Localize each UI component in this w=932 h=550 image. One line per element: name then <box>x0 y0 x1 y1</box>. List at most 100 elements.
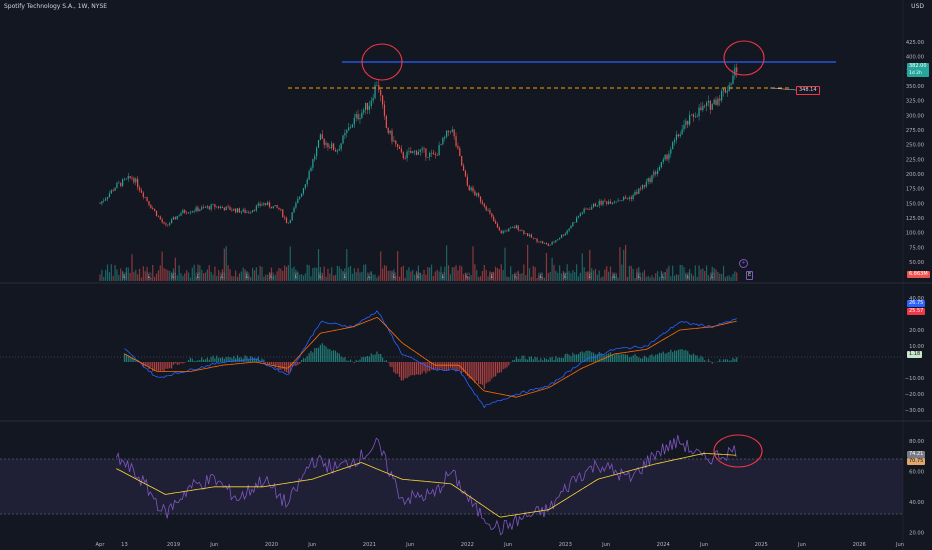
volume-bar <box>184 273 186 281</box>
candle-body <box>129 176 131 178</box>
macd-y-axis[interactable]: 40.00 20.00 10.00 −10.00 −20.00 −30.00 <box>905 296 924 414</box>
macd-histogram-bar <box>300 359 303 362</box>
volume-bar <box>108 272 111 281</box>
candle-body <box>630 197 632 200</box>
macd-histogram-bar <box>169 362 171 369</box>
macd-histogram-bar <box>508 362 510 366</box>
candle-body <box>278 207 280 210</box>
candle-body <box>182 210 184 214</box>
macd-histogram-bar <box>570 356 572 362</box>
earnings-marker-label: E <box>540 274 543 279</box>
candle-body <box>344 133 346 136</box>
volume-bar <box>483 264 485 281</box>
volume-bar <box>225 246 227 281</box>
macd-histogram-bar <box>378 354 380 362</box>
candle-body <box>300 193 303 197</box>
volume-bar <box>707 275 710 281</box>
candle-body <box>600 200 602 205</box>
earnings-marker-latest[interactable]: E <box>746 271 754 280</box>
candle-body <box>144 196 146 198</box>
volume-bar <box>470 275 472 281</box>
add-alert-button[interactable]: + <box>739 259 748 268</box>
macd-histogram-bar <box>602 355 604 362</box>
volume-bar <box>218 270 220 281</box>
macd-histogram-bar <box>400 362 403 381</box>
volume-bar <box>280 268 282 281</box>
macd-histogram-bar <box>131 357 133 362</box>
annotation-circle[interactable] <box>361 43 403 81</box>
volume-bar <box>491 272 493 281</box>
volume-bar <box>655 273 657 281</box>
volume-bar <box>700 269 702 281</box>
volume-badge: 6.863M <box>907 271 930 278</box>
volume-bar <box>628 265 630 281</box>
macd-histogram-bar <box>314 347 316 362</box>
volume-bar <box>138 268 141 281</box>
candle-body <box>651 175 653 182</box>
candle-body <box>491 213 493 217</box>
macd-histogram-bar <box>268 362 271 365</box>
volume-bar <box>726 275 728 281</box>
x-tick-label: Jun <box>405 542 414 548</box>
rsi-y-axis[interactable]: 80.00 60.00 40.00 20.00 <box>909 439 924 536</box>
candle-body <box>677 134 679 137</box>
volume-bar <box>446 245 448 281</box>
candle-body <box>694 116 696 118</box>
candle-body <box>609 201 612 204</box>
candle-body <box>261 204 263 206</box>
macd-histogram-bar <box>491 362 493 379</box>
macd-histogram-bar <box>495 362 497 377</box>
candle-body <box>521 230 523 232</box>
candle-body <box>387 127 389 134</box>
candle-body <box>687 120 689 125</box>
price-tick-label: 350.00 <box>906 84 924 90</box>
candle-body <box>133 178 135 183</box>
candle-body <box>359 118 361 120</box>
candle-body <box>634 191 636 196</box>
volume-bar <box>623 249 625 281</box>
candle-body <box>506 230 508 232</box>
macd-histogram-bar <box>342 357 344 362</box>
volume-bar <box>304 273 306 281</box>
earnings-marker-label: E <box>123 274 126 279</box>
volume-bar <box>140 277 143 281</box>
candle-body <box>348 127 350 131</box>
macd-histogram-bar <box>334 350 337 362</box>
price-y-axis[interactable]: 425.00400.00375.00350.00325.00300.00275.… <box>906 40 924 266</box>
volume-bar <box>555 270 557 281</box>
candle-body <box>255 205 257 211</box>
candle-body <box>397 144 399 147</box>
macd-histogram-bar <box>206 357 208 362</box>
annotation-circle[interactable] <box>713 434 763 468</box>
volume-bar <box>653 277 655 281</box>
candle-body <box>689 115 691 125</box>
earnings-marker <box>416 272 421 280</box>
macd-histogram-bar <box>280 362 282 370</box>
level-label[interactable]: 348.14 <box>796 86 820 95</box>
macd-histogram-bar <box>297 362 299 365</box>
macd-histogram-bar <box>540 358 542 362</box>
volume-bar <box>666 268 668 281</box>
candle-body <box>110 190 112 194</box>
candle-body <box>598 200 600 206</box>
macd-histogram-bar <box>261 358 263 362</box>
candle-body <box>306 179 308 185</box>
candle-body <box>495 221 497 224</box>
macd-histogram-bar <box>413 362 416 376</box>
time-x-axis[interactable]: Apr 13 2019 Jun 2020 Jun 2021 Jun 2022 Jun 2023 Jun… <box>96 542 905 548</box>
annotation-circle[interactable] <box>723 40 765 76</box>
volume-bar <box>270 267 273 281</box>
volume-bar <box>632 268 634 281</box>
rsi-ma-line <box>116 452 737 518</box>
candle-body <box>378 84 380 91</box>
currency-label[interactable]: USD <box>911 3 924 10</box>
volume-bar <box>721 274 723 281</box>
volume-bar <box>393 269 395 281</box>
volume-bar <box>397 251 399 281</box>
candle-body <box>657 170 659 174</box>
earnings-marker <box>195 272 201 280</box>
volume-bar <box>383 265 386 281</box>
volume-bar <box>101 269 103 281</box>
